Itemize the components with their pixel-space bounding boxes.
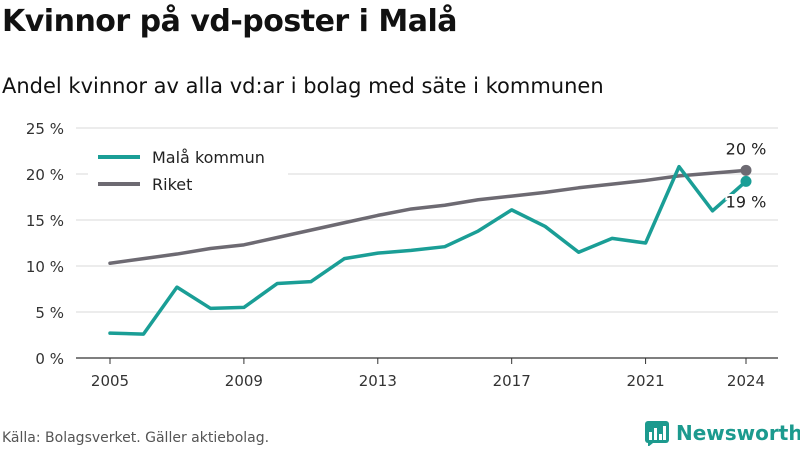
x-tick-label: 2024 — [727, 372, 765, 390]
y-tick-label: 10 % — [26, 258, 64, 276]
x-tick-label: 2009 — [225, 372, 263, 390]
y-tick-label: 5 % — [35, 304, 64, 322]
end-point-riket — [740, 164, 752, 176]
chart-title: Kvinnor på vd-poster i Malå — [2, 4, 458, 39]
end-labels: 19 % 20 % — [724, 137, 769, 213]
series-line-mala — [108, 164, 748, 336]
x-tick-label: 2021 — [626, 372, 664, 390]
x-tick-label: 2005 — [91, 372, 129, 390]
end-label-riket: 20 % — [726, 139, 767, 158]
series-layer — [108, 164, 752, 336]
legend-label: Riket — [152, 175, 192, 194]
chart-subtitle: Andel kvinnor av alla vd:ar i bolag med … — [2, 74, 604, 98]
legend: Malå kommun Riket — [88, 140, 288, 202]
legend-background — [88, 140, 288, 202]
y-tick-label: 15 % — [26, 212, 64, 230]
legend-label: Malå kommun — [152, 148, 265, 167]
axis-layer: 0 % 5 % 10 % 15 % 20 % 25 % 2005 2009 2013 2017 20… — [26, 120, 765, 390]
y-tick-label: 0 % — [35, 350, 64, 368]
end-point-mala — [740, 175, 752, 187]
source-note: Källa: Bolagsverket. Gäller aktiebolag. — [2, 430, 270, 446]
x-tick-label: 2017 — [493, 372, 531, 390]
y-tick-label: 25 % — [26, 120, 64, 138]
x-tick-label: 2013 — [359, 372, 397, 390]
y-tick-label: 20 % — [26, 166, 64, 184]
newsworthy-logo-icon — [645, 421, 669, 446]
series-line-riket — [108, 168, 748, 265]
brand-logo: Newsworthy — [644, 420, 800, 446]
end-label-mala: 19 % — [726, 192, 767, 211]
brand-name: Newsworthy — [676, 421, 800, 445]
